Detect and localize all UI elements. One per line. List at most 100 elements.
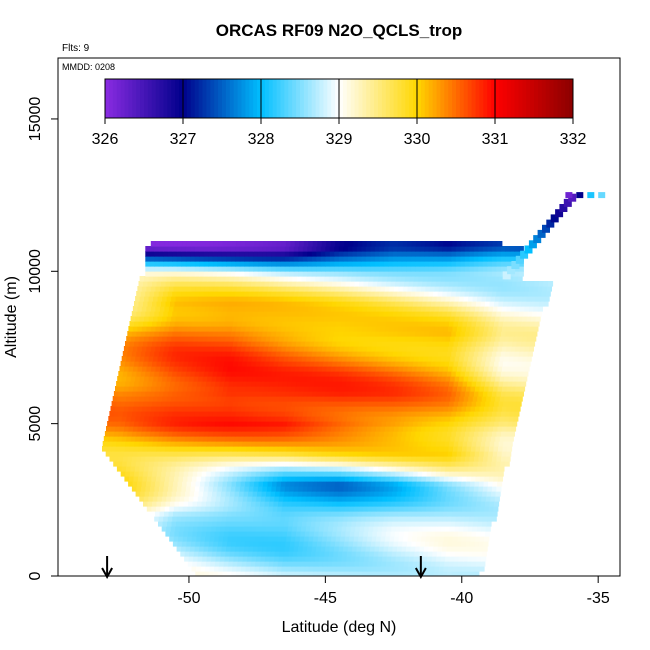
heat-cell [465, 326, 471, 332]
heat-cell [298, 311, 304, 317]
heat-cell [326, 386, 332, 392]
heat-cell [375, 481, 381, 487]
heat-cell [451, 331, 457, 337]
heat-cell [517, 396, 523, 402]
heat-cell [384, 541, 390, 547]
heat-cell [426, 301, 432, 307]
heat-cell [229, 396, 235, 402]
heat-cell [201, 421, 207, 427]
heat-cell [484, 531, 490, 537]
heat-cell [225, 396, 231, 402]
heat-cell [231, 286, 237, 292]
heat-cell [354, 561, 360, 567]
heat-cell [303, 571, 309, 576]
heat-cell [206, 496, 212, 502]
heat-cell [125, 341, 131, 347]
heat-cell [269, 441, 275, 447]
heat-cell [471, 381, 477, 387]
heat-cell [531, 336, 537, 342]
heat-cell [299, 476, 305, 482]
heat-cell [218, 326, 224, 332]
heat-cell [497, 346, 503, 352]
heat-cell [464, 311, 470, 317]
heat-cell [276, 326, 282, 332]
heat-cell [173, 286, 179, 292]
heat-cell [400, 496, 406, 502]
heat-cell [380, 566, 386, 572]
heat-cell [243, 461, 249, 467]
heat-cell [169, 506, 175, 512]
heat-cell [424, 371, 430, 377]
heat-cell [338, 371, 344, 377]
heat-cell [432, 296, 438, 302]
heat-cell [337, 556, 343, 562]
heat-cell [190, 516, 196, 522]
heat-cell [188, 321, 194, 327]
heat-cell [180, 296, 186, 302]
heat-cell [315, 521, 321, 527]
heat-cell [246, 446, 252, 452]
heat-cell [398, 476, 404, 482]
heat-cell [310, 466, 316, 472]
heat-cell [132, 456, 138, 462]
heat-cell [295, 476, 301, 482]
heat-cell [418, 376, 424, 382]
heat-cell [236, 426, 242, 432]
heat-cell [362, 286, 368, 292]
heat-cell [398, 426, 404, 432]
heat-cell [379, 541, 385, 547]
heat-cell [482, 291, 488, 297]
heat-cell [333, 436, 339, 442]
heat-cell [224, 341, 230, 347]
heat-cell [399, 531, 405, 537]
heat-cell [189, 436, 195, 442]
heat-cell [452, 306, 458, 312]
heat-cell [346, 316, 352, 322]
heat-cell [264, 561, 270, 567]
heat-cell [345, 341, 351, 347]
heat-cell [256, 416, 262, 422]
heat-cell [365, 371, 371, 377]
heat-cell [371, 451, 377, 457]
heat-cell [444, 401, 450, 407]
heat-cell [312, 481, 318, 487]
heat-cell [452, 506, 458, 512]
heat-cell [344, 536, 350, 542]
heat-cell [252, 396, 258, 402]
heat-cell [292, 416, 298, 422]
heat-cell [261, 356, 267, 362]
heat-cell [248, 371, 254, 377]
heat-cell [266, 351, 272, 357]
heat-cell [332, 496, 338, 502]
heat-cell [279, 376, 285, 382]
heat-cell [221, 491, 227, 497]
heat-cell [430, 561, 436, 567]
heat-cell [472, 376, 478, 382]
heat-cell [153, 296, 159, 302]
heat-cell [271, 486, 277, 492]
heat-cell [399, 561, 405, 567]
heat-cell [221, 546, 227, 552]
heat-cell [479, 536, 485, 542]
heat-cell [433, 351, 439, 357]
heat-cell [458, 471, 464, 477]
heat-cell [429, 346, 435, 352]
heat-cell [301, 551, 307, 557]
heat-cell [296, 341, 302, 347]
heat-cell [496, 291, 502, 297]
heat-cell [338, 311, 344, 317]
heat-cell [383, 491, 389, 497]
heat-cell [335, 426, 341, 432]
heat-cell [213, 326, 219, 332]
heat-cell [350, 441, 356, 447]
heat-cell [300, 321, 306, 327]
heat-cell [137, 306, 143, 312]
heat-cell [170, 361, 176, 367]
heat-cell [509, 391, 515, 397]
heat-cell [327, 381, 333, 387]
heat-cell [176, 351, 182, 357]
heat-cell [419, 311, 425, 317]
heat-cell [439, 426, 445, 432]
heat-cell [357, 346, 363, 352]
heat-cell [158, 486, 164, 492]
